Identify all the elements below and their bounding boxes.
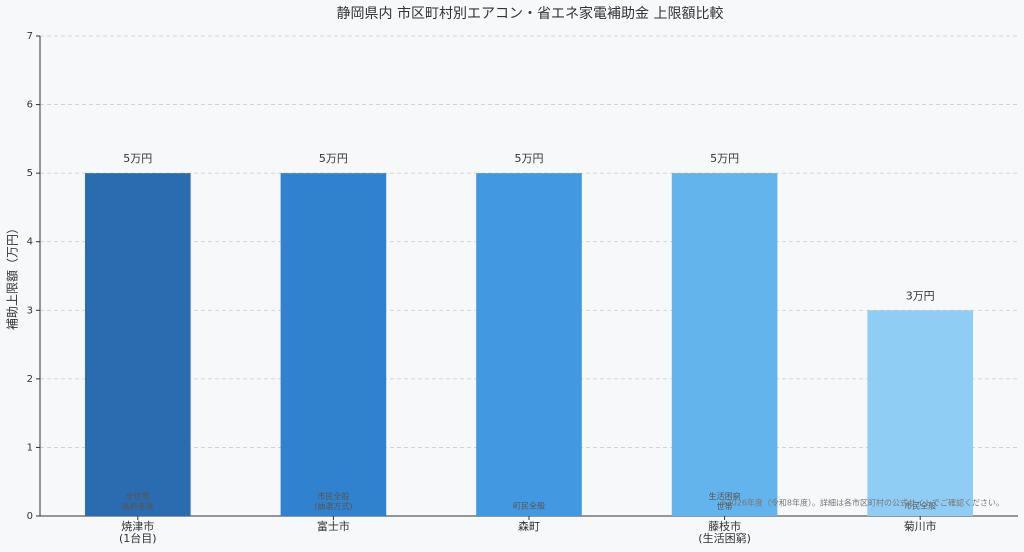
bar — [476, 173, 582, 516]
x-tick-label: 藤枝市(生活困窮) — [698, 519, 751, 545]
y-axis-label: 補助上限額（万円） — [6, 222, 20, 330]
bar-note: 市民全般(抽選方式) — [314, 491, 352, 511]
bar-note: 全世帯高齢者等 — [122, 491, 154, 511]
bar — [280, 173, 387, 516]
y-tick-label: 6 — [27, 100, 33, 111]
value-label: 3万円 — [906, 289, 935, 302]
chart-title: 静岡県内 市区町村別エアコン・省エネ家電補助金 上限額比較 — [337, 5, 724, 22]
bar-note: 生活困窮世帯 — [709, 491, 741, 511]
x-tick-label: 焼津市(1台目) — [119, 519, 157, 545]
value-label: 5万円 — [710, 152, 739, 165]
y-tick-label: 2 — [27, 374, 33, 385]
bar — [84, 173, 191, 516]
y-tick-label: 1 — [27, 442, 33, 453]
bar-note: 市民全般 — [904, 501, 936, 511]
y-tick-label: 7 — [27, 31, 33, 42]
value-label: 5万円 — [319, 152, 348, 165]
y-tick-label: 5 — [27, 168, 33, 179]
y-tick-label: 4 — [27, 237, 33, 248]
bar — [867, 310, 974, 516]
bar-note: 町民全般 — [513, 501, 545, 511]
footnote: ※2026年度（令和8年度）。詳細は各市区町村の公式サイトでご確認ください。 — [720, 498, 1004, 508]
value-label: 5万円 — [123, 152, 152, 165]
y-tick-label: 0 — [27, 511, 33, 522]
y-tick-label: 3 — [27, 305, 33, 316]
value-label: 5万円 — [515, 152, 544, 165]
bar — [671, 173, 778, 516]
x-tick-label: 富士市 — [317, 519, 350, 533]
x-tick-label: 森町 — [518, 519, 540, 533]
x-tick-label: 菊川市 — [904, 519, 937, 533]
